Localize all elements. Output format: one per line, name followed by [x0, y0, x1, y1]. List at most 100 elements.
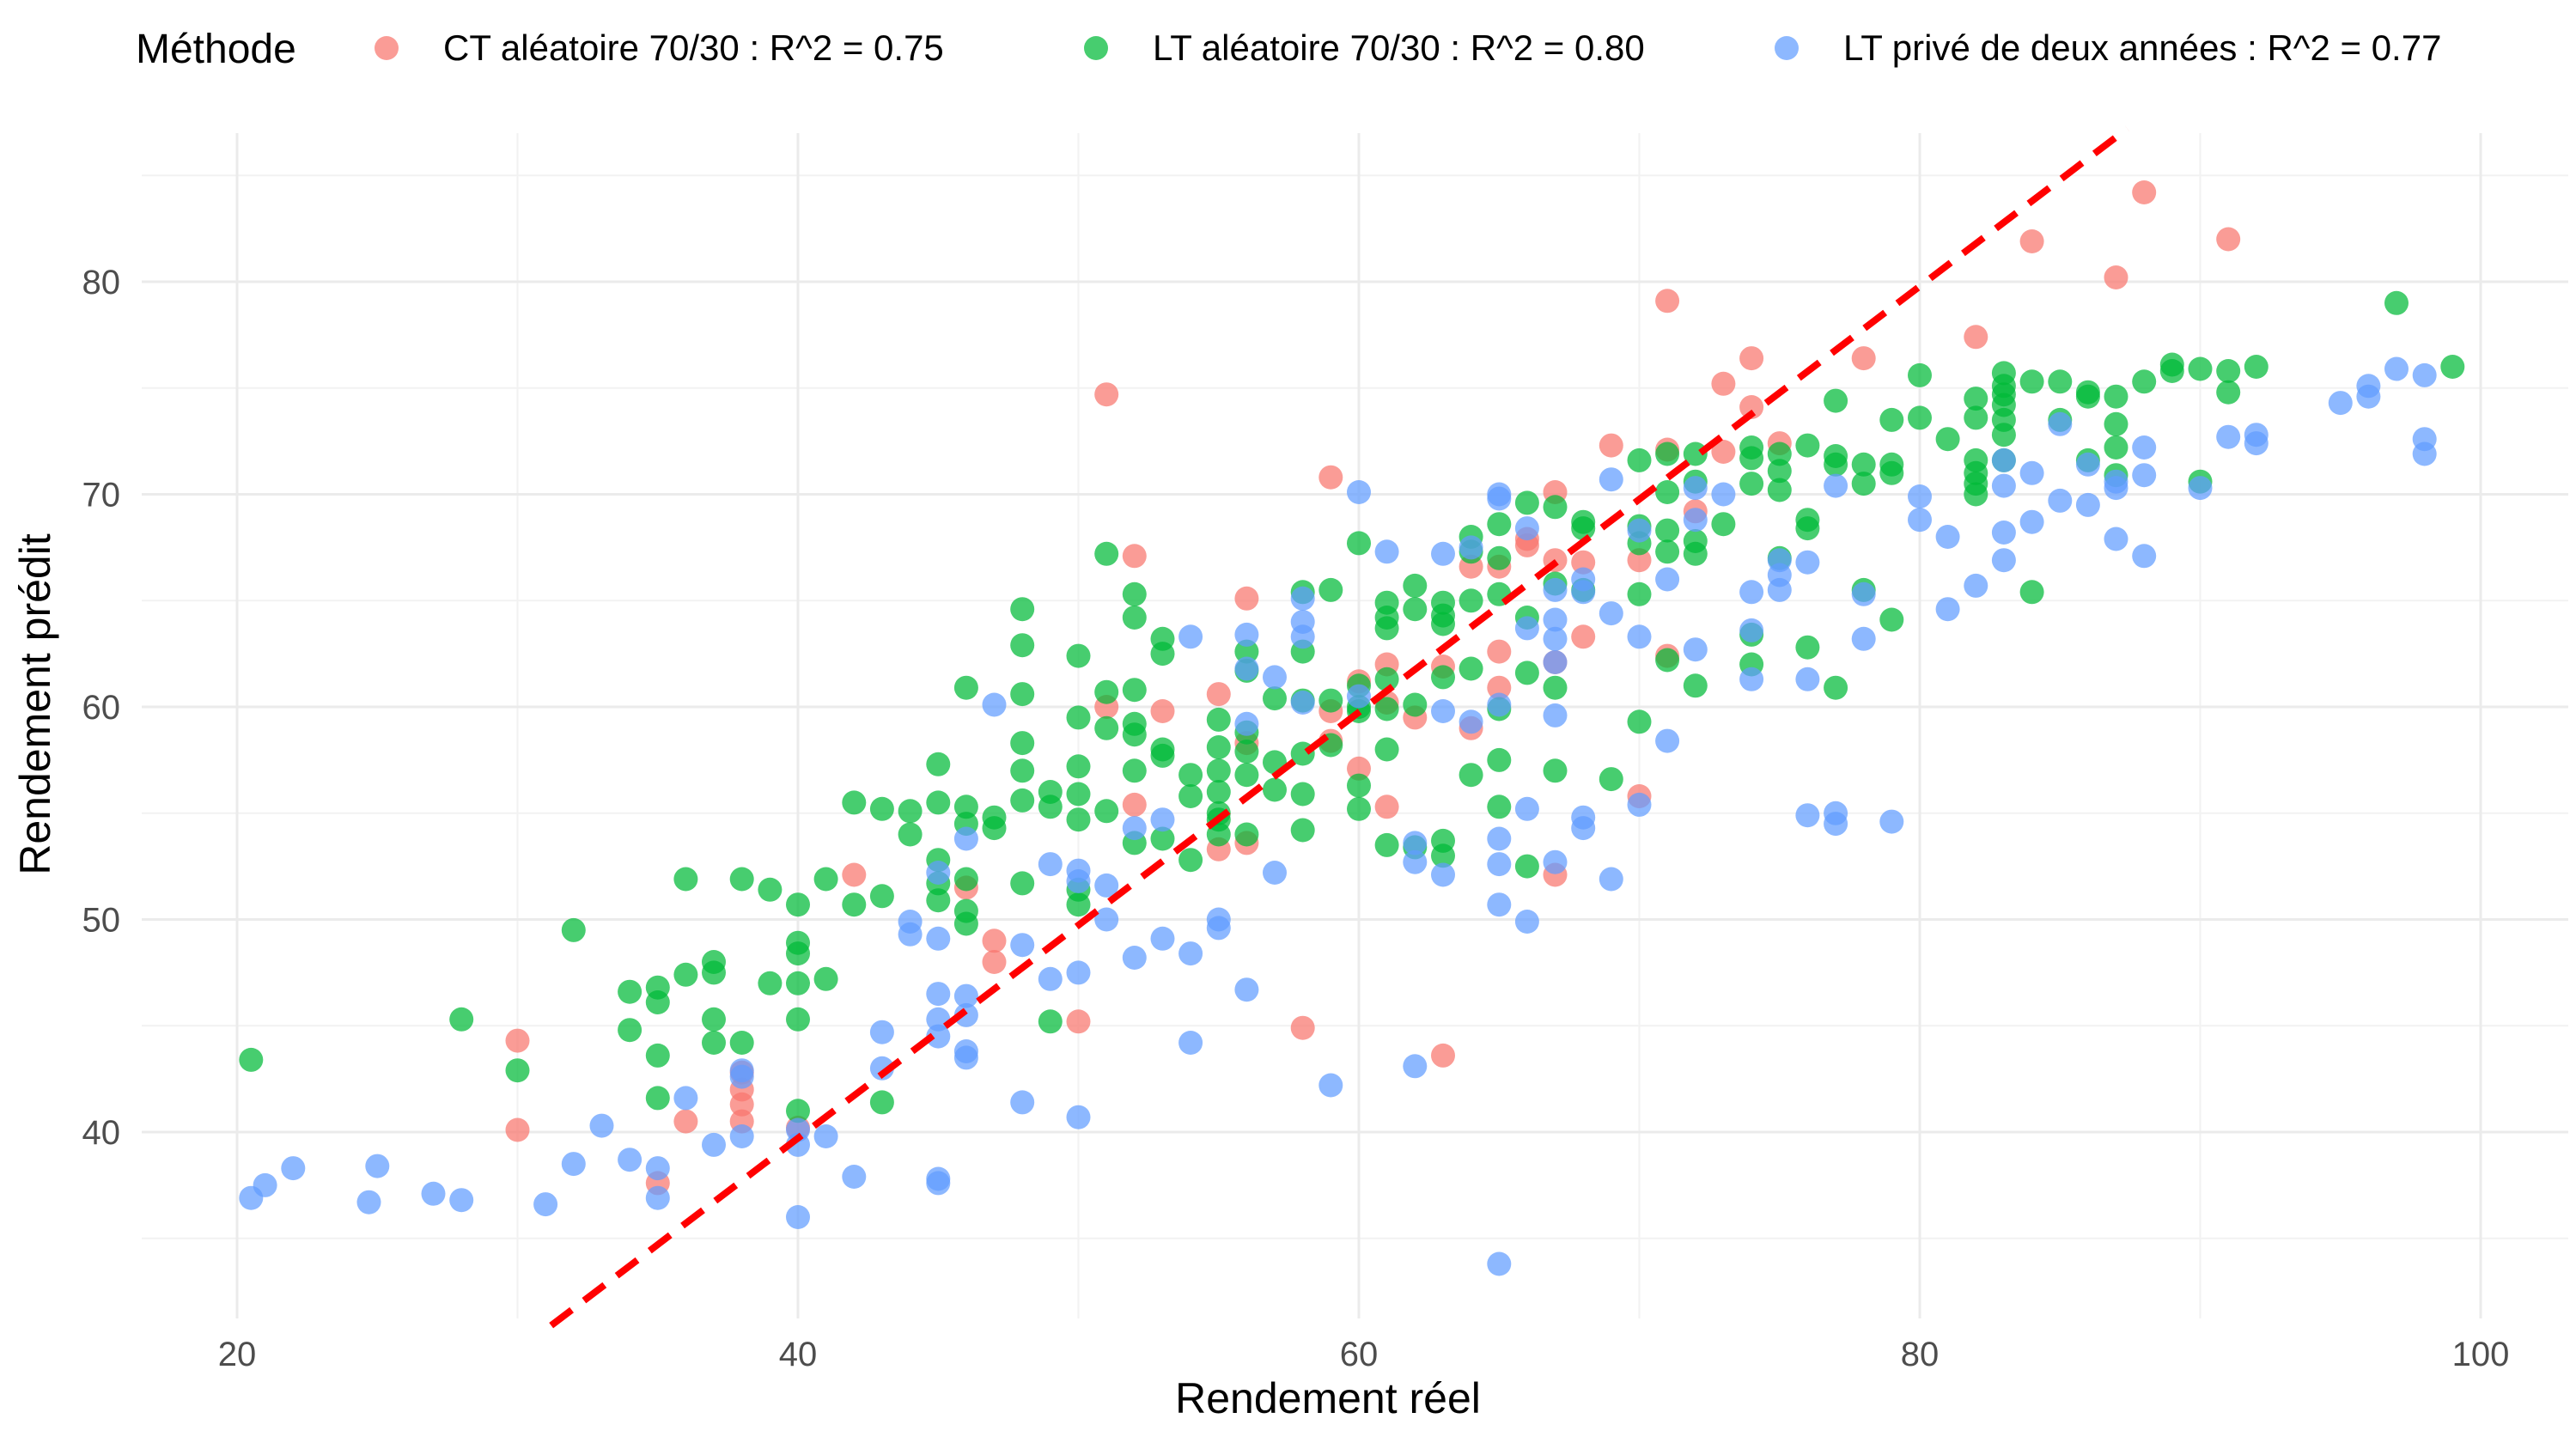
data-point	[1655, 567, 1680, 592]
data-point	[1290, 586, 1315, 611]
data-point	[1374, 616, 1399, 641]
data-point	[356, 1190, 381, 1215]
data-point	[702, 1007, 726, 1032]
data-point	[926, 982, 951, 1007]
data-point	[2019, 369, 2044, 394]
y-tick-label: 40	[82, 1114, 121, 1152]
data-point	[1122, 722, 1147, 747]
x-tick-label: 60	[1340, 1336, 1379, 1373]
data-point	[2412, 362, 2437, 387]
data-point	[842, 892, 867, 917]
data-point	[1543, 607, 1568, 632]
data-point	[1514, 910, 1539, 934]
data-point	[1122, 678, 1147, 703]
legend-key-3	[1775, 36, 1799, 60]
data-point	[1487, 675, 1512, 700]
data-point	[1206, 758, 1231, 783]
data-point	[1824, 473, 1848, 498]
data-point	[2132, 369, 2157, 394]
data-point	[2132, 463, 2157, 488]
data-point	[1739, 618, 1764, 642]
data-point	[1094, 382, 1119, 407]
data-point	[1795, 667, 1820, 691]
data-point	[1459, 656, 1483, 681]
data-point	[1066, 807, 1091, 832]
data-point	[1010, 758, 1035, 783]
data-point	[1374, 667, 1399, 691]
data-point	[1824, 675, 1848, 700]
data-point	[1487, 1251, 1512, 1276]
data-point	[1767, 563, 1792, 588]
data-point	[1066, 1009, 1091, 1034]
data-point	[1066, 869, 1091, 893]
data-point	[1767, 459, 1792, 484]
data-point	[1543, 495, 1568, 520]
data-point	[982, 950, 1007, 974]
data-point	[1655, 441, 1680, 466]
data-point	[1739, 395, 1764, 419]
data-point	[1767, 478, 1792, 502]
series-layer	[239, 180, 2465, 1276]
data-point	[618, 1018, 642, 1043]
data-point	[1543, 675, 1568, 700]
data-point	[813, 966, 838, 991]
data-point	[898, 922, 923, 947]
data-point	[1178, 848, 1203, 873]
data-point	[1599, 433, 1623, 458]
data-point	[1234, 740, 1259, 764]
data-point	[2244, 431, 2268, 456]
legend-title: Méthode	[136, 27, 296, 72]
data-point	[842, 862, 867, 887]
data-point	[926, 1171, 951, 1196]
data-point	[1851, 581, 1876, 606]
data-point	[1431, 665, 1455, 690]
data-point	[2159, 359, 2184, 383]
data-point	[953, 983, 978, 1008]
data-point	[1094, 715, 1119, 740]
y-tick-label: 50	[82, 902, 121, 940]
data-point	[1122, 816, 1147, 841]
data-point	[1347, 684, 1371, 709]
data-point	[1543, 650, 1568, 674]
data-point	[1010, 633, 1035, 658]
data-point	[1571, 550, 1596, 575]
data-point	[1374, 795, 1399, 819]
data-point	[2132, 544, 2157, 569]
data-point	[1150, 743, 1175, 768]
data-point	[2104, 411, 2128, 436]
data-point	[1655, 518, 1680, 543]
data-point	[1879, 407, 1904, 432]
data-point	[1711, 440, 1736, 464]
data-point	[239, 1047, 264, 1072]
data-point	[1347, 531, 1371, 556]
data-point	[1431, 612, 1455, 636]
data-point	[953, 1002, 978, 1027]
data-point	[1318, 577, 1343, 602]
data-point	[2244, 355, 2268, 379]
data-point	[1739, 472, 1764, 496]
data-point	[1908, 405, 1932, 430]
legend-key-2	[1084, 36, 1108, 60]
data-point	[1066, 643, 1091, 668]
data-point	[786, 1099, 810, 1123]
data-point	[1290, 782, 1315, 807]
data-point	[1150, 807, 1175, 832]
data-point	[2356, 384, 2381, 409]
reference-line	[549, 125, 2130, 1329]
data-point	[1094, 873, 1119, 898]
data-point	[786, 971, 810, 995]
data-point	[1964, 405, 1988, 430]
data-point	[702, 1132, 726, 1157]
data-point	[1514, 796, 1539, 821]
data-point	[1066, 1105, 1091, 1129]
data-point	[1066, 705, 1091, 730]
data-point	[1487, 545, 1512, 570]
data-point	[1010, 597, 1035, 622]
data-point	[702, 960, 726, 985]
data-point	[1627, 548, 1652, 573]
data-point	[645, 1156, 670, 1181]
data-point	[1290, 818, 1315, 843]
data-point	[1290, 1015, 1315, 1040]
data-point	[1655, 728, 1680, 753]
